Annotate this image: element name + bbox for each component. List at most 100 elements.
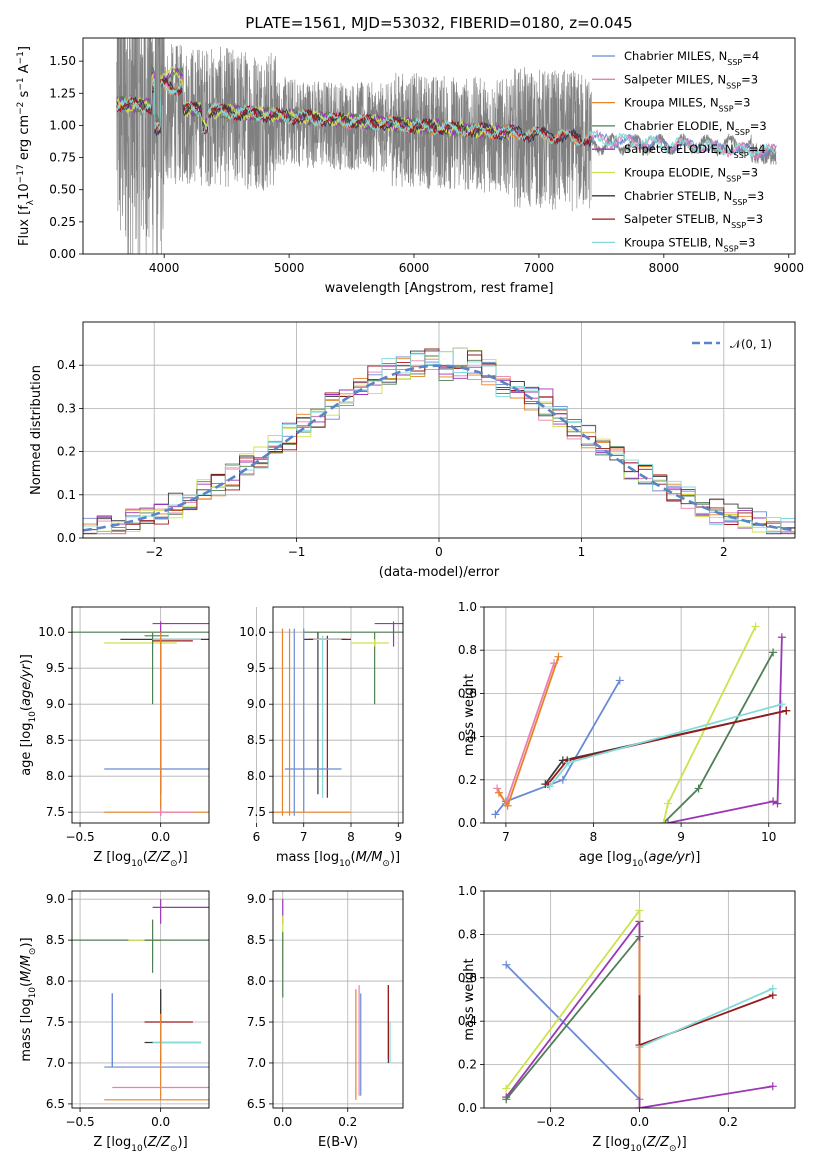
x-tick-label: 0.0 xyxy=(151,1115,170,1129)
y-axis-label: mass [log10(M/M⊙)] xyxy=(19,937,38,1061)
x-tick-label: 0.0 xyxy=(630,1115,649,1129)
axes-frame xyxy=(272,890,404,1109)
legend-n: =4 xyxy=(749,142,766,156)
series-line-cM xyxy=(505,964,641,1100)
chart-title: PLATE=1561, MJD=53032, FIBERID=0180, z=0… xyxy=(245,14,632,32)
y-tick-label: 8.0 xyxy=(46,974,65,988)
legend-n: =3 xyxy=(734,96,751,110)
y-tick-label: 0.0 xyxy=(57,531,76,545)
y-axis-label-part: mass [log xyxy=(19,998,34,1061)
y-tick-label: 0.3 xyxy=(57,401,76,415)
series-line-kE xyxy=(505,909,641,1090)
y-axis-label-part: ⊙ xyxy=(28,948,38,956)
y-tick-label: 7.0 xyxy=(247,1056,266,1070)
x-tick-label: 9 xyxy=(677,830,685,844)
axes-frame xyxy=(71,890,210,1109)
x-axis-label-part: age/yr xyxy=(648,850,691,865)
y-tick-label: 7.5 xyxy=(247,1015,266,1029)
data-point-marker xyxy=(663,799,672,808)
x-axis-label-part: ( xyxy=(143,1135,148,1150)
x-axis-label-part: mass [log xyxy=(276,850,339,865)
x-tick-label: 0 xyxy=(435,545,443,559)
panel-6: 0.0 0.2 6.5 7.0 7.5 8.0 8.5 9.0 xyxy=(247,890,404,1129)
x-tick-label: 8 xyxy=(590,830,598,844)
x-axis-label-part: ( xyxy=(143,850,148,865)
y-tick-label: 1.00 xyxy=(49,118,76,132)
legend-label: Kroupa ELODIE, NSSP=3 xyxy=(624,166,758,184)
y-tick-label: 0.1 xyxy=(57,488,76,502)
axes-frame xyxy=(82,321,796,539)
legend-text: Chabrier MILES, N xyxy=(624,49,727,63)
legend-n: =3 xyxy=(741,166,758,180)
legend-label: Kroupa STELIB, NSSP=3 xyxy=(624,235,755,253)
x-axis-label-part: )] xyxy=(178,850,188,865)
x-axis-label-part: ⊙ xyxy=(170,1144,178,1154)
y-tick-label: 8.0 xyxy=(247,974,266,988)
axes-frame xyxy=(483,606,796,824)
x-tick-label: 0.2 xyxy=(338,1115,357,1129)
legend-sub: SSP xyxy=(727,58,742,67)
plot-area xyxy=(116,38,777,254)
y-axis-label-part: ( xyxy=(19,982,34,987)
x-axis-label-part: 10 xyxy=(131,859,143,869)
x-axis-label-part: ( xyxy=(643,850,648,865)
data-point-marker xyxy=(768,1082,777,1091)
y-axis-label-part: Flux [f xyxy=(17,205,32,246)
x-tick-label: −0.5 xyxy=(65,1115,94,1129)
legend-label: Chabrier ELODIE, NSSP=3 xyxy=(624,119,767,137)
legend-label: 𝒩(0, 1) xyxy=(730,337,772,351)
data-point-marker xyxy=(663,819,672,823)
x-tick-label: 4000 xyxy=(149,261,180,275)
y-tick-label: 0.4 xyxy=(458,730,477,744)
data-point-marker xyxy=(558,775,567,784)
data-point-marker xyxy=(659,819,668,823)
x-axis-label-part: Z [log xyxy=(592,1135,630,1150)
x-axis-label-part: 10 xyxy=(131,1144,143,1154)
legend-text: Kroupa ELODIE, N xyxy=(624,166,726,180)
legend-n: =3 xyxy=(747,189,764,203)
data-point-marker xyxy=(493,784,502,793)
y-axis-label: mass weight xyxy=(462,958,477,1040)
plot-area xyxy=(491,622,791,823)
x-axis-label: age [log10(age/yr)] xyxy=(579,850,701,869)
panel-3: 6 7 8 9 7.5 8.0 8.5 9.0 9.5 10.0 xyxy=(239,606,404,844)
y-axis-label-part: erg cm xyxy=(17,115,32,164)
series-line-cE xyxy=(505,936,641,1100)
x-tick-label: 7 xyxy=(300,830,308,844)
y-axis-label: mass weight xyxy=(462,674,477,756)
y-tick-label: 9.0 xyxy=(247,892,266,906)
x-axis-label-part: ( xyxy=(351,850,356,865)
legend-n: =4 xyxy=(742,49,759,63)
y-axis-label-part: ( xyxy=(19,706,34,711)
x-tick-label: −0.2 xyxy=(536,1115,565,1129)
y-tick-label: 9.0 xyxy=(46,892,65,906)
y-axis-label-part: 10 xyxy=(28,711,38,723)
legend-sub: SSP xyxy=(734,151,749,160)
y-tick-label: 6.5 xyxy=(247,1097,266,1111)
x-tick-label: 5000 xyxy=(274,261,305,275)
x-axis-label-part: age [log xyxy=(579,850,632,865)
x-axis-label-part: ⊙ xyxy=(170,859,178,869)
y-tick-label: 8.5 xyxy=(46,933,65,947)
y-tick-label: 8.0 xyxy=(46,769,65,783)
y-axis-label-part: s xyxy=(17,90,32,101)
x-axis-label-part: )] xyxy=(690,850,700,865)
y-axis-label-part: age [log xyxy=(19,723,34,776)
legend-text: Chabrier ELODIE, N xyxy=(624,119,735,133)
y-axis-label-part: 10 xyxy=(28,987,38,999)
legend-sub: SSP xyxy=(731,221,746,230)
x-tick-label: 0.0 xyxy=(151,830,170,844)
legend-text: Salpeter STELIB, N xyxy=(624,212,731,226)
y-axis-label: Normed distribution xyxy=(29,365,44,495)
x-axis-label: mass [log10(M/M⊙)] xyxy=(276,850,400,869)
legend-sub: SSP xyxy=(732,197,747,206)
series-line-kS xyxy=(549,703,783,787)
x-axis-label: Z [log10(Z/Z⊙)] xyxy=(592,1135,686,1154)
data-point-marker xyxy=(694,784,703,793)
y-tick-label: 0.25 xyxy=(49,215,76,229)
y-tick-label: 10.0 xyxy=(38,625,65,639)
x-axis-label: Z [log10(Z/Z⊙)] xyxy=(93,850,187,869)
y-tick-label: 0.75 xyxy=(49,151,76,165)
